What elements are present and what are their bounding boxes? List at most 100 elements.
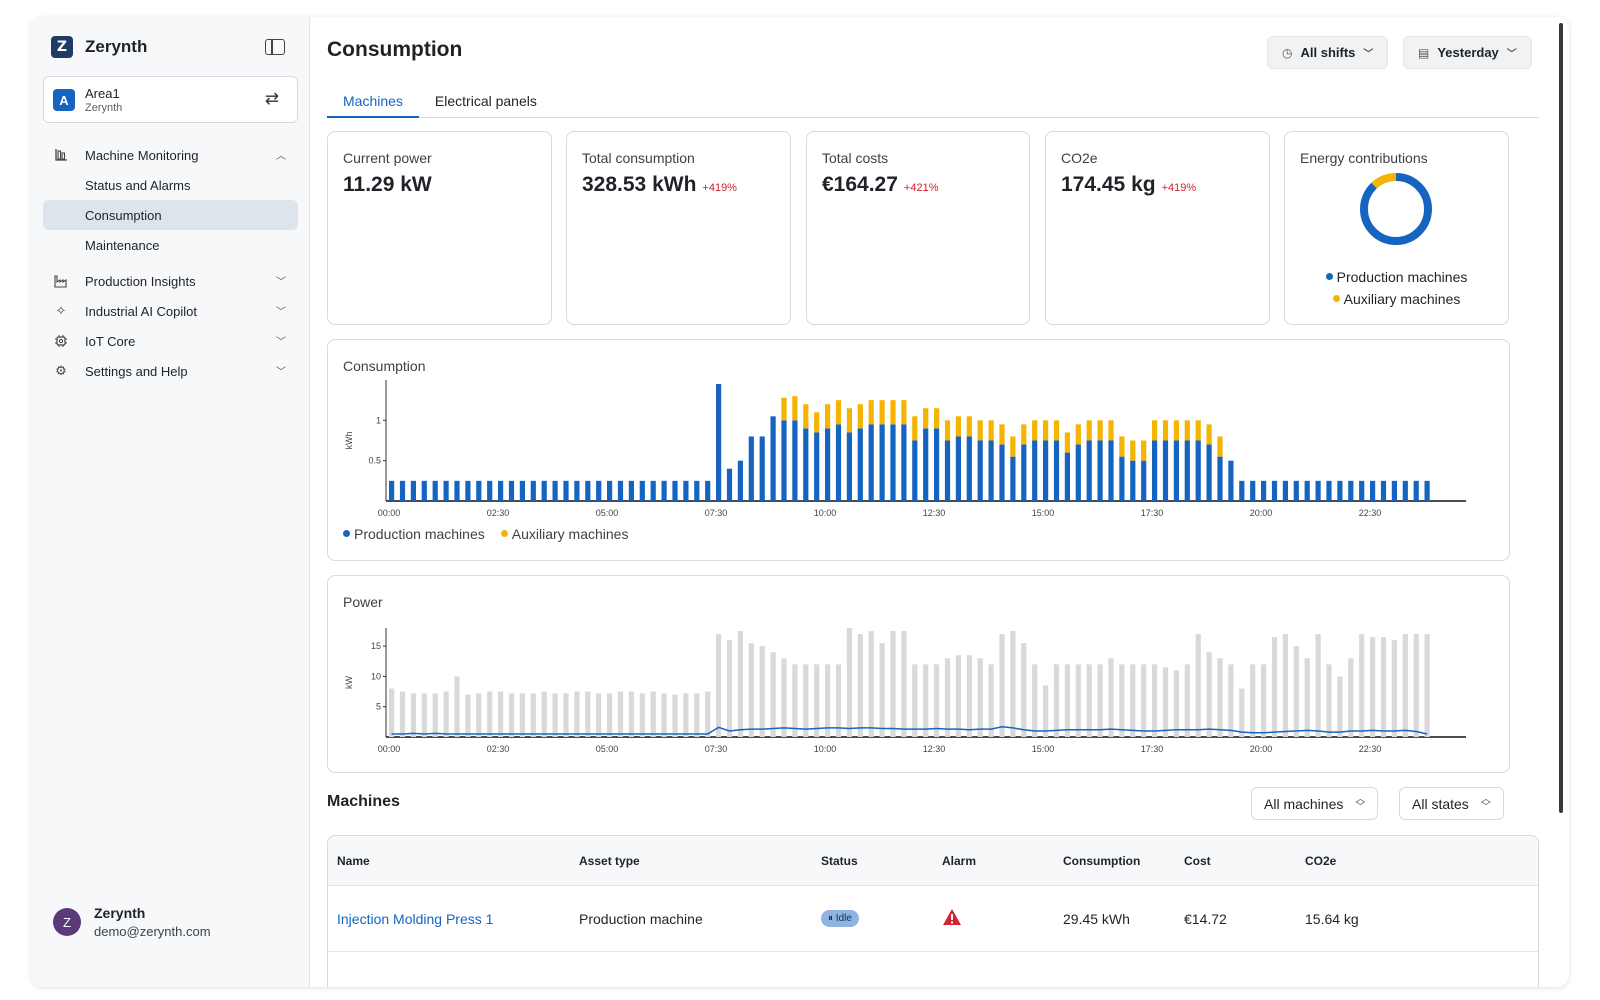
machines-filter-select[interactable]: All machines ︿ ﹀ <box>1251 787 1379 820</box>
area-avatar: A <box>53 89 75 111</box>
sidebar-toggle-icon[interactable] <box>265 39 285 55</box>
power-bar <box>399 691 406 737</box>
power-bar <box>716 634 722 737</box>
bar-auxiliary <box>1043 420 1049 441</box>
power-bar <box>999 634 1005 737</box>
bar-auxiliary <box>1075 424 1081 445</box>
user-profile[interactable]: Z Zerynth demo@zerynth.com <box>53 905 211 939</box>
date-filter-label: Yesterday <box>1437 45 1499 60</box>
power-bar <box>1370 637 1376 737</box>
column-header-consumption[interactable]: Consumption <box>1063 854 1141 868</box>
bar-auxiliary <box>1010 436 1016 457</box>
legend-item-production: Production machines <box>343 526 485 542</box>
warning-icon[interactable] <box>942 908 962 926</box>
bar-auxiliary <box>879 400 885 425</box>
kpi-value: 174.45 kg +419% <box>1061 173 1196 197</box>
sidebar: Z Zerynth A Area1 Zerynth ⇄ Machine Moni… <box>31 17 310 987</box>
bar-production <box>781 420 787 501</box>
swap-icon[interactable]: ⇄ <box>264 89 279 108</box>
column-header-asset-type[interactable]: Asset type <box>579 854 640 868</box>
x-tick-label: 02:30 <box>487 508 510 518</box>
avatar: Z <box>53 908 81 936</box>
column-header-name[interactable]: Name <box>337 854 370 868</box>
states-filter-select[interactable]: All states ︿ ﹀ <box>1399 787 1504 820</box>
power-bar <box>1424 634 1430 737</box>
legend-dot <box>1325 273 1333 280</box>
kpi-label: CO2e <box>1061 150 1098 166</box>
power-bar <box>1043 685 1049 737</box>
bar-auxiliary <box>955 416 961 437</box>
sidebar-item-iot-core[interactable]: IoT Core ﹀ <box>43 326 298 356</box>
machines-table: Name Asset type Status Alarm Consumption… <box>327 835 1539 987</box>
bar-production <box>1108 440 1114 501</box>
bar-production <box>476 480 482 501</box>
scrollbar[interactable] <box>1559 23 1563 813</box>
power-bar <box>901 631 907 737</box>
power-bar <box>1032 664 1038 737</box>
legend-label: Auxiliary machines <box>511 526 629 542</box>
sidebar-item-industrial-ai-copilot[interactable]: ✧ Industrial AI Copilot ﹀ <box>43 296 298 326</box>
kpi-label: Total costs <box>822 150 889 166</box>
bar-production <box>443 480 449 501</box>
bar-production <box>966 436 972 501</box>
brand[interactable]: Z Zerynth <box>51 36 147 58</box>
pause-icon: ⏸ <box>828 913 833 924</box>
date-filter-button[interactable]: ▤ Yesterday ﹀ <box>1403 36 1532 69</box>
kpi-value: €164.27 +421% <box>822 173 938 197</box>
chart-legend: Production machines Auxiliary machines <box>343 526 628 542</box>
bar-production <box>1043 440 1049 501</box>
column-header-co2e[interactable]: CO2e <box>1305 854 1337 868</box>
y-tick-label: 15 <box>371 641 381 651</box>
shift-filter-button[interactable]: ◷ All shifts ﹀ <box>1267 36 1389 69</box>
bar-production <box>1315 480 1321 501</box>
bar-auxiliary <box>825 404 831 429</box>
kpi-card-current-power: Current power 11.29 kW <box>327 131 552 325</box>
bar-production <box>1282 480 1288 501</box>
page-title: Consumption <box>327 38 463 61</box>
bar-auxiliary <box>803 404 809 429</box>
power-bar <box>1173 670 1179 737</box>
bar-auxiliary <box>1021 424 1027 445</box>
cost-cell: €14.72 <box>1184 911 1227 927</box>
sidebar-nav: Machine Monitoring ︿ Status and Alarms C… <box>43 140 298 386</box>
sidebar-subitem-consumption[interactable]: Consumption <box>43 200 298 230</box>
power-bar <box>748 643 754 737</box>
sidebar-item-label: Production Insights <box>85 273 196 289</box>
kpi-card-co2e: CO2e 174.45 kg +419% <box>1045 131 1270 325</box>
power-bar <box>628 691 634 737</box>
legend-label: Production machines <box>1336 269 1468 285</box>
bar-auxiliary <box>1097 420 1103 441</box>
column-header-alarm[interactable]: Alarm <box>942 854 977 868</box>
power-bar <box>1075 664 1081 737</box>
x-tick-label: 07:30 <box>705 508 728 518</box>
legend-dot <box>343 530 350 537</box>
tab-machines[interactable]: Machines <box>327 83 419 118</box>
column-header-cost[interactable]: Cost <box>1184 854 1211 868</box>
column-header-status[interactable]: Status <box>821 854 858 868</box>
power-bar <box>1097 664 1103 737</box>
sidebar-item-settings-and-help[interactable]: ⚙ Settings and Help ﹀ <box>43 356 298 386</box>
power-bar <box>1130 664 1136 737</box>
shift-filter-label: All shifts <box>1300 45 1356 60</box>
sidebar-subitem-maintenance[interactable]: Maintenance <box>85 237 160 253</box>
select-value: All states <box>1412 795 1469 812</box>
x-tick-label: 00:00 <box>378 508 401 518</box>
power-bar <box>1162 667 1169 737</box>
power-bar <box>1348 658 1354 737</box>
tab-electrical-panels[interactable]: Electrical panels <box>434 93 537 109</box>
gear-icon: ⚙ <box>55 363 67 378</box>
bar-production <box>1075 444 1081 501</box>
bar-production <box>846 432 852 501</box>
kpi-label: Total consumption <box>582 150 695 166</box>
bar-production <box>563 480 569 501</box>
machine-name-link[interactable]: Injection Molding Press 1 <box>337 911 494 927</box>
bar-production <box>748 436 754 501</box>
sidebar-subitem-status-and-alarms[interactable]: Status and Alarms <box>85 177 191 193</box>
area-switcher[interactable]: A Area1 Zerynth ⇄ <box>43 76 298 123</box>
sidebar-item-production-insights[interactable]: Production Insights ﹀ <box>43 266 298 296</box>
power-bar <box>530 693 536 737</box>
power-bar <box>923 664 929 737</box>
table-row[interactable]: Injection Molding Press 1 Production mac… <box>328 886 1538 952</box>
sidebar-item-machine-monitoring[interactable]: Machine Monitoring ︿ <box>43 140 298 170</box>
bar-auxiliary <box>1064 432 1070 453</box>
